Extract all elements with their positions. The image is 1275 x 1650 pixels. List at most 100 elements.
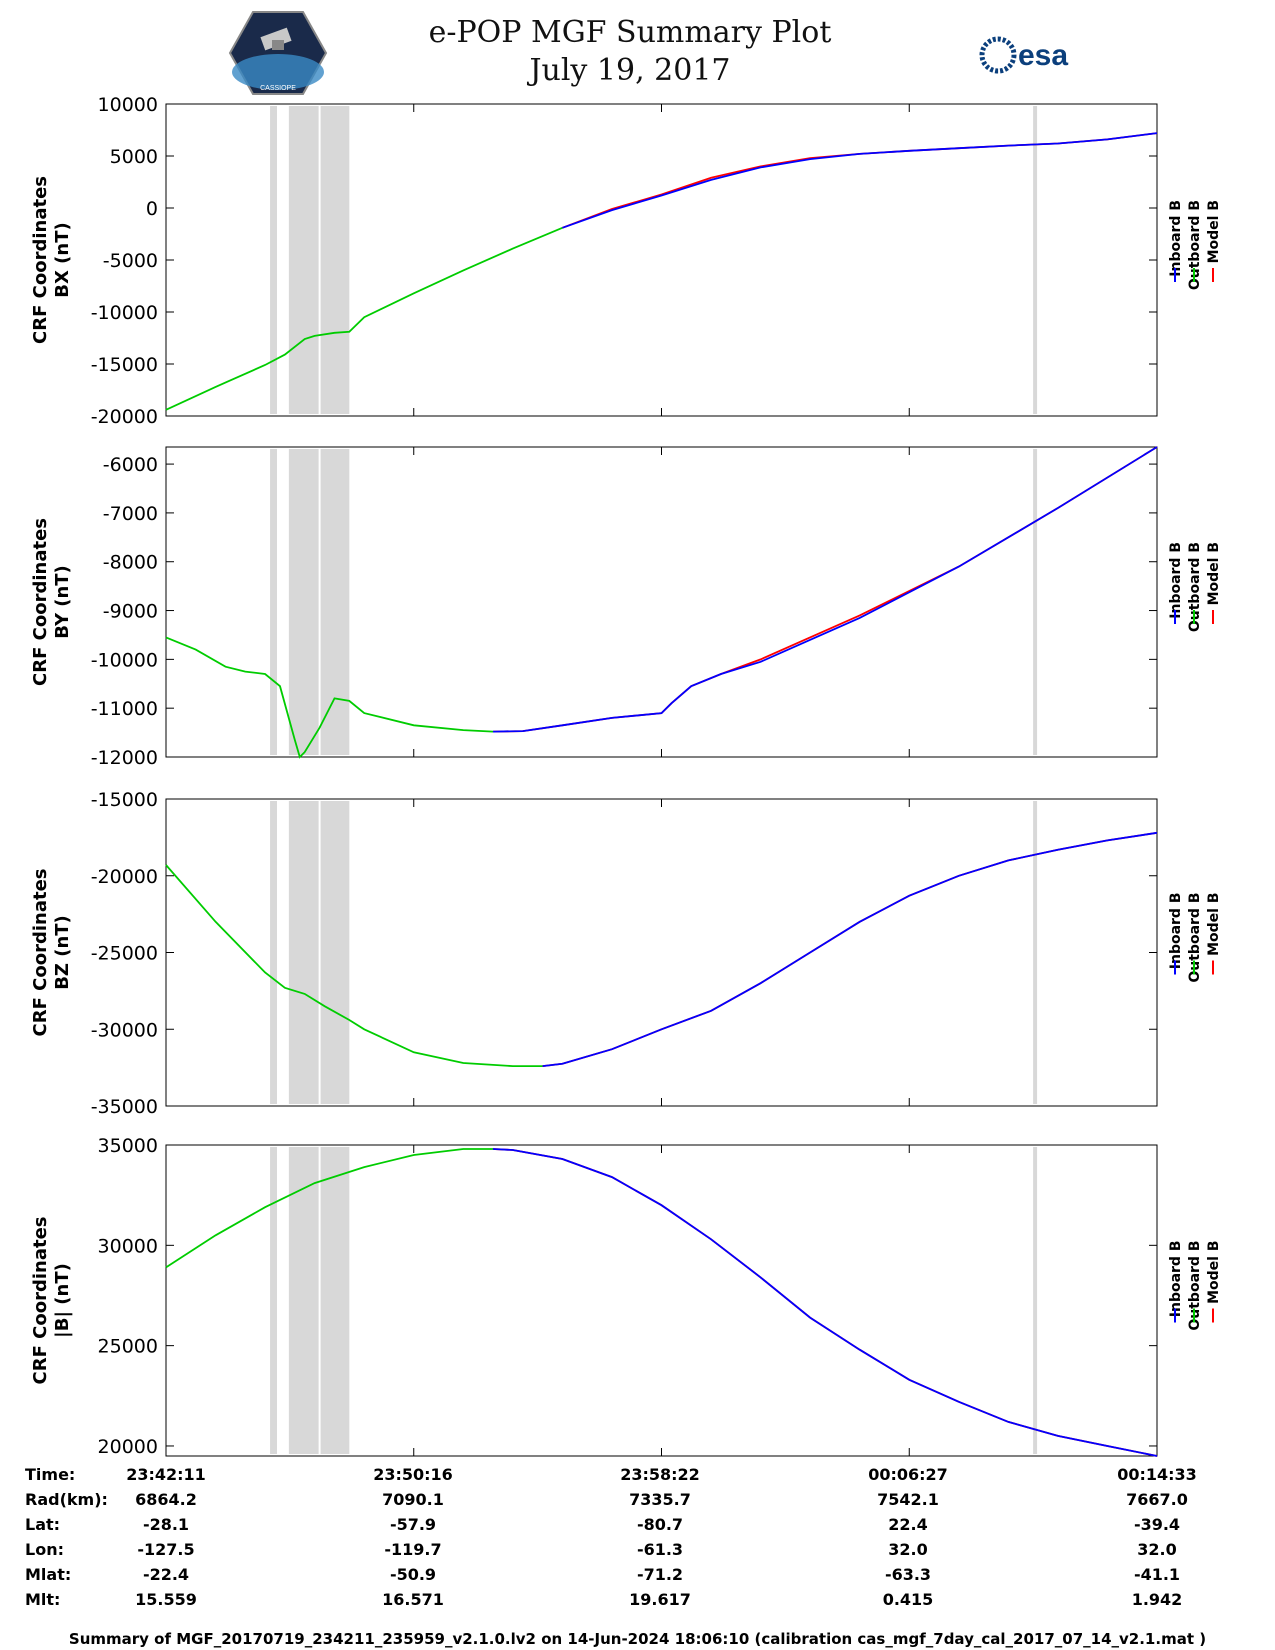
legend-label: Outboard B	[1187, 1241, 1203, 1331]
footer-row: Time: 23:42:11 23:50:16 23:58:22 00:06:27 00:…	[0, 1465, 1275, 1490]
data-gap-band	[320, 1147, 350, 1454]
summary-line: Summary of MGF_20170719_234211_235959_v2…	[68, 1630, 1207, 1648]
y-tick-label: -5000	[103, 250, 158, 272]
footer-cell: -119.7	[384, 1540, 442, 1559]
y-tick-label: -6000	[103, 454, 158, 476]
footer-cell: 32.0	[888, 1540, 928, 1559]
data-gap-band	[1033, 106, 1038, 414]
cassiope-logo: CASSIOPE	[228, 11, 328, 95]
footer-row-label: Mlat:	[25, 1565, 72, 1584]
svg-text:esa: esa	[1018, 39, 1068, 72]
y-axis-label: CRF Coordinates|B| (nT)	[30, 1217, 73, 1385]
y-tick-label: 5000	[110, 146, 158, 168]
footer-cell: 1.942	[1131, 1590, 1183, 1609]
footer-cell: 0.415	[882, 1590, 934, 1609]
footer-cell: 6864.2	[135, 1490, 197, 1509]
y-tick-label: -20000	[91, 866, 158, 888]
svg-text:CASSIOPE: CASSIOPE	[260, 85, 296, 92]
plots-area: 10000 5000 0 -5000 -10000 -15000 -20000 CRF Coo…	[30, 94, 1222, 1458]
y-tick-label: -10000	[91, 302, 158, 324]
y-axis-label-line: BY (nT)	[52, 565, 73, 639]
y-tick-label: 30000	[98, 1235, 158, 1257]
footer-row: Mlt: 15.559 16.571 19.617 0.415 1.942	[0, 1590, 1275, 1615]
footer-row-label: Mlt:	[25, 1590, 61, 1609]
data-gap-band	[270, 449, 277, 755]
series-model-b	[492, 1148, 1158, 1457]
y-tick-label: 35000	[98, 1135, 158, 1157]
data-gap-band	[288, 1147, 319, 1454]
esa-logo: esa	[979, 36, 1068, 74]
series-inboard-b	[492, 1148, 1158, 1457]
y-axis-label: CRF CoordinatesBY (nT)	[30, 518, 73, 686]
y-axis-label-line: CRF Coordinates	[30, 1217, 51, 1385]
data-gap-band	[270, 801, 277, 1104]
footer-row: Lon: -127.5 -119.7 -61.3 32.0 32.0	[0, 1540, 1275, 1565]
data-gap-band	[1033, 801, 1038, 1104]
footer-cell: 00:06:27	[868, 1465, 948, 1484]
footer-cell: 19.617	[629, 1590, 691, 1609]
series-model-b	[542, 831, 1158, 1067]
footer-cell: -127.5	[137, 1540, 195, 1559]
series-outboard-b	[165, 864, 543, 1067]
data-gap-band	[270, 1147, 277, 1454]
series-outboard-b	[165, 226, 563, 411]
legend-label: Model B	[1206, 542, 1222, 605]
series-inboard-b	[562, 132, 1158, 229]
y-axis-label-line: CRF Coordinates	[30, 518, 51, 686]
legend-label: Inboard B	[1168, 542, 1184, 619]
series-model-b	[492, 446, 1158, 733]
footer-cell: 00:14:33	[1117, 1465, 1197, 1484]
y-axis-label-line: BX (nT)	[52, 222, 73, 297]
data-gap-band	[270, 106, 277, 414]
footer-cell: -50.9	[389, 1565, 437, 1584]
y-tick-label: 0	[146, 198, 158, 220]
legend-label: Model B	[1206, 893, 1222, 956]
legend-label: Inboard B	[1168, 1241, 1184, 1318]
legend-label: Inboard B	[1168, 893, 1184, 970]
y-tick-label: -9000	[103, 601, 158, 623]
footer-cell: 22.4	[888, 1515, 928, 1534]
footer-row-label: Lon:	[25, 1540, 64, 1559]
y-axis-label-line: CRF Coordinates	[30, 869, 51, 1037]
legend-label: Outboard B	[1187, 893, 1203, 983]
footer-row: Lat: -28.1 -57.9 -80.7 22.4 -39.4	[0, 1515, 1275, 1540]
y-tick-label: -11000	[91, 698, 158, 720]
footer-row-label: Rad(km):	[25, 1490, 108, 1509]
footer-cell: 7335.7	[629, 1490, 691, 1509]
footer-cell: 7667.0	[1126, 1490, 1188, 1509]
data-gap-band	[320, 449, 350, 755]
data-gap-band	[288, 106, 319, 414]
footer-cell: -57.9	[389, 1515, 437, 1534]
y-tick-label: -15000	[91, 354, 158, 376]
panel-4: 35000 30000 25000 20000 CRF Coordinates|B| (…	[30, 1135, 1222, 1458]
footer-cell: 16.571	[382, 1590, 444, 1609]
series-model-b	[562, 132, 1158, 229]
panel-2: -6000 -7000 -8000 -9000 -10000 -11000 -12000 CR…	[30, 446, 1222, 769]
footer-cell: -22.4	[142, 1565, 190, 1584]
data-gap-band	[1033, 449, 1038, 755]
title-line-1: e-POP MGF Summary Plot	[428, 15, 832, 50]
title-line-2: July 19, 2017	[529, 53, 731, 88]
footer-cell: 23:50:16	[373, 1465, 453, 1484]
y-axis-label-line: CRF Coordinates	[30, 176, 51, 344]
footer-row: Mlat: -22.4 -50.9 -71.2 -63.3 -41.1	[0, 1565, 1275, 1590]
y-tick-label: 25000	[98, 1336, 158, 1358]
footer-cell: 7090.1	[382, 1490, 444, 1509]
footer-cell: 15.559	[135, 1590, 197, 1609]
footer-cell: -39.4	[1133, 1515, 1181, 1534]
legend-label: Model B	[1206, 200, 1222, 263]
footer-cell: 23:58:22	[620, 1465, 700, 1484]
y-tick-label: -10000	[91, 649, 158, 671]
series-inboard-b	[542, 831, 1158, 1067]
footer-cell: 7542.1	[877, 1490, 939, 1509]
y-tick-label: 10000	[98, 94, 158, 116]
footer-cell: -61.3	[636, 1540, 684, 1559]
data-gap-band	[288, 801, 319, 1104]
data-gap-band	[320, 106, 350, 414]
footer-cell: -80.7	[636, 1515, 684, 1534]
y-tick-label: -12000	[91, 747, 158, 769]
footer-cell: -71.2	[636, 1565, 684, 1584]
y-tick-label: -30000	[91, 1019, 158, 1041]
y-axis-label-line: |B| (nT)	[52, 1263, 73, 1338]
footer-row: Rad(km): 6864.2 7090.1 7335.7 7542.1 7667.0	[0, 1490, 1275, 1515]
